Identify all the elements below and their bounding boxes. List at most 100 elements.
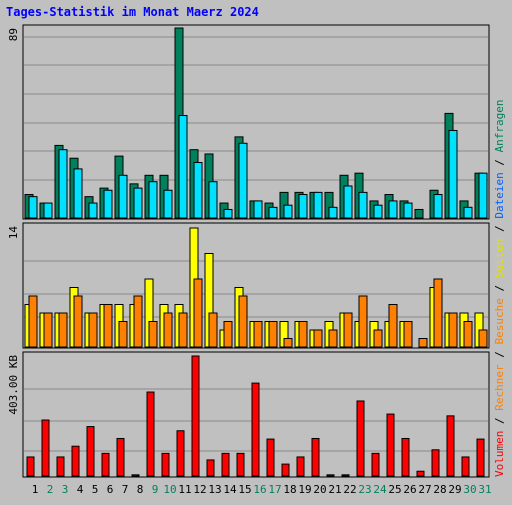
bar-volumen [341,474,350,477]
bar-volumen [56,456,65,477]
bar-besuche [58,312,68,348]
x-tick-label: 28 [433,483,446,496]
x-tick-label: 23 [358,483,371,496]
x-tick-label: 8 [137,483,144,496]
legend-besuche: Besuche [493,298,506,344]
legend-anfragen: Anfragen [493,99,506,152]
bar-volumen [161,452,170,477]
bar-besuche [358,295,368,348]
x-tick-label: 29 [448,483,461,496]
legend: Volumen / Rechner / Besuche / Seiten / D… [493,99,506,477]
x-tick-label: 12 [193,483,206,496]
bar-dateien [178,115,188,219]
bar-volumen [476,438,485,477]
bar-besuche [88,312,98,348]
bar-dateien [478,172,488,219]
chart-title: Tages-Statistik im Monat Maerz 2024 [6,5,259,19]
x-tick-label: 21 [328,483,341,496]
bar-volumen [176,430,185,477]
x-tick-label: 11 [178,483,191,496]
x-tick-label: 4 [77,483,84,496]
bar-besuche [193,278,203,348]
legend-volumen: Volumen [493,431,506,477]
ymax-label-volume: 403.00 KB [7,355,20,415]
bar-dateien [43,202,53,219]
x-tick-label: 2 [47,483,54,496]
bar-besuche [253,321,263,348]
x-tick-label: 17 [268,483,281,496]
bar-dateien [58,149,68,219]
bar-anfragen [414,208,424,219]
bar-dateien [358,191,368,219]
bar-volumen [401,437,410,477]
bar-volumen [356,400,365,477]
x-tick-label: 13 [208,483,221,496]
bar-besuche [208,312,218,348]
bar-dateien [73,168,83,219]
bar-besuche [403,321,413,348]
bar-volumen [386,413,395,477]
bar-volumen [326,474,335,477]
bar-dateien [268,206,278,219]
bar-volumen [146,391,155,477]
bar-layer [24,27,488,477]
ymax-label-requests: 89 [7,28,20,41]
bar-dateien [28,196,38,219]
bar-volumen [101,452,110,477]
bar-besuche [328,329,338,348]
x-tick-label: 20 [313,483,326,496]
bar-volumen [236,452,245,477]
x-tick-label: 24 [373,483,387,496]
x-tick-label: 25 [388,483,401,496]
bar-besuche [373,329,383,348]
bar-besuche [178,312,188,348]
bar-volumen [251,382,260,477]
bar-besuche [268,321,278,348]
bar-dateien [448,129,458,219]
x-tick-label: 10 [163,483,176,496]
bar-besuche [418,338,428,348]
bar-besuche [298,321,308,348]
bar-dateien [223,208,233,219]
bar-dateien [283,204,293,219]
bar-dateien [373,204,383,219]
bar-dateien [118,174,128,219]
bar-besuche [103,304,113,348]
legend-separator: / [493,351,506,358]
bar-volumen [281,463,290,477]
bar-besuche [463,321,473,348]
bar-besuche [118,321,128,348]
legend-rechner: Rechner [493,364,506,411]
x-tick-label: 16 [253,483,266,496]
bar-volumen [26,456,35,477]
bar-volumen [116,437,125,477]
x-axis-day-labels: 1 2 3 4 5 6 7 8 9 10 11 12 13 14 15 16 17 18 19 20 21 22 23 24 2… [32,483,492,496]
x-tick-label: 9 [152,483,159,496]
x-tick-label: 14 [223,483,237,496]
legend-seiten: Seiten [493,239,506,279]
bar-besuche [163,312,173,348]
bar-dateien [343,185,353,219]
bar-dateien [313,191,323,219]
bar-dateien [148,181,158,219]
bar-besuche [388,304,398,348]
bar-volumen [206,459,215,477]
bar-dateien [133,187,143,219]
legend-separator: / [493,225,506,232]
x-tick-label: 26 [403,483,416,496]
panel-requests-files [22,24,490,220]
bar-volumen [461,456,470,477]
bar-volumen [41,419,50,477]
bar-dateien [163,189,173,219]
x-tick-label: 31 [478,483,491,496]
bar-besuche [133,295,143,348]
x-tick-label: 6 [107,483,114,496]
bar-dateien [403,202,413,219]
x-tick-label: 1 [32,483,39,496]
bar-besuche [73,295,83,348]
bar-besuche [478,329,488,348]
bar-volumen [431,449,440,477]
bar-volumen [446,415,455,477]
bar-volumen [71,445,80,477]
